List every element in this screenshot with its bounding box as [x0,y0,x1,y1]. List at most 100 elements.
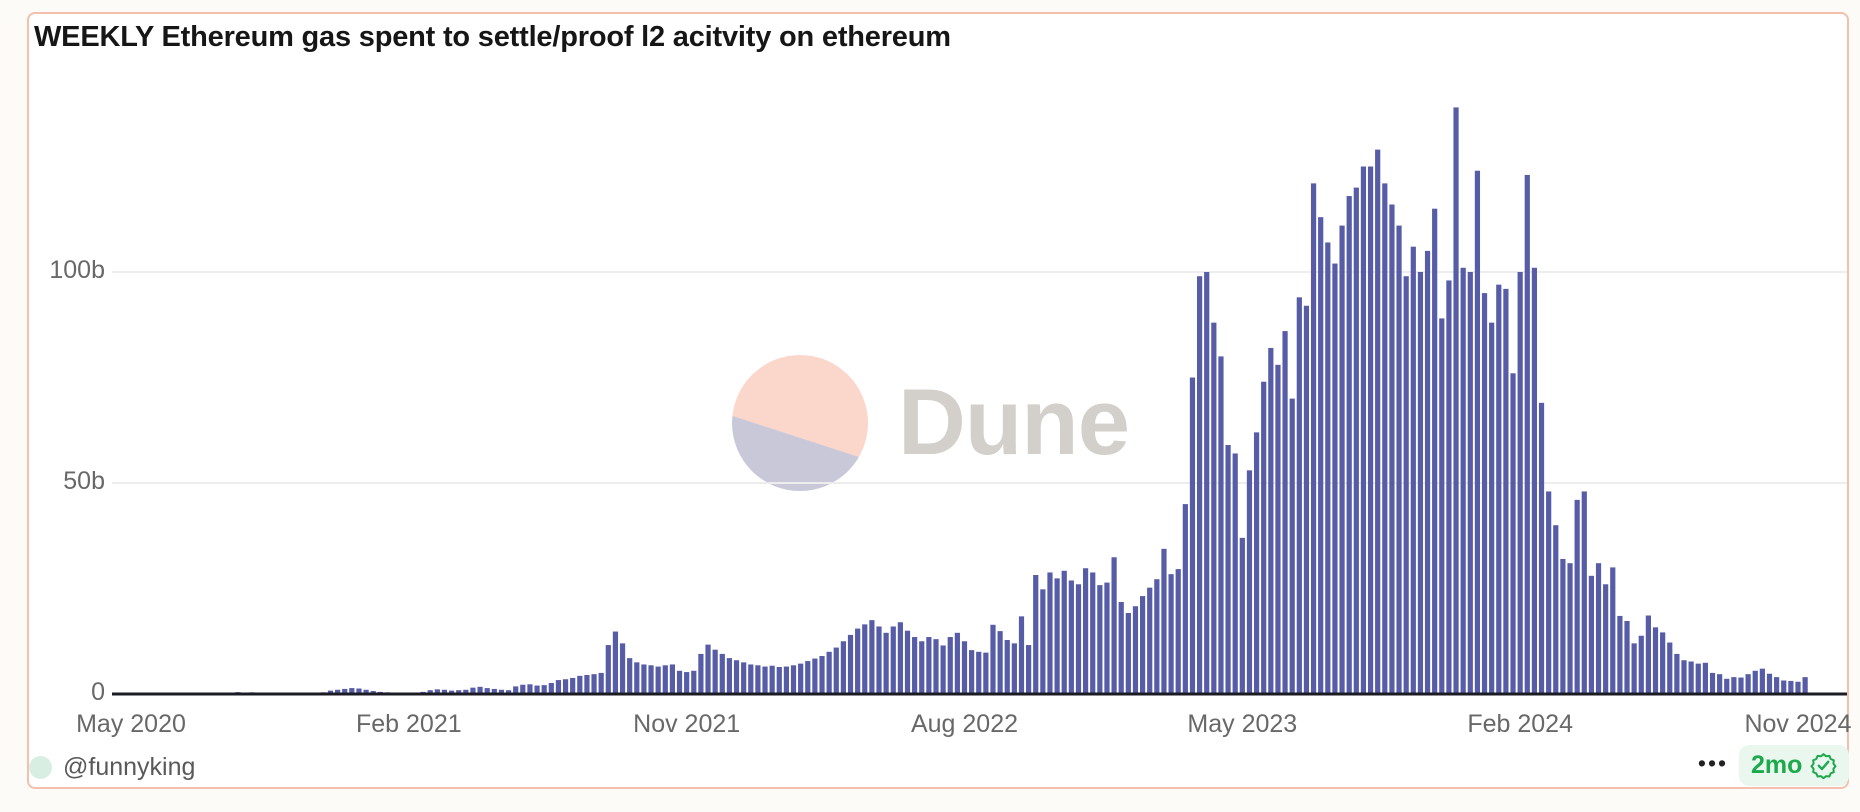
bar[interactable] [562,679,569,694]
bar[interactable] [456,690,462,694]
bar[interactable] [669,664,676,694]
bar[interactable] [1325,242,1331,694]
bar[interactable] [1503,288,1509,694]
bar[interactable] [990,624,996,694]
bar[interactable] [541,685,547,694]
bar[interactable] [491,688,497,694]
bar[interactable] [356,688,362,694]
bar[interactable] [1795,681,1801,694]
bar[interactable] [612,631,619,694]
bar[interactable] [470,687,476,694]
bar[interactable] [1261,381,1267,694]
bar[interactable] [619,643,626,694]
bar[interactable] [762,666,768,694]
bar[interactable] [954,632,960,694]
bar[interactable] [513,686,519,694]
bar[interactable] [897,622,903,694]
bar[interactable] [1090,572,1096,694]
bar[interactable] [1318,217,1324,694]
bar[interactable] [676,670,683,694]
bar[interactable] [1004,639,1010,694]
bar[interactable] [698,653,704,694]
bar[interactable] [997,631,1003,694]
bar[interactable] [634,662,640,694]
bar[interactable] [1432,208,1438,694]
bar[interactable] [1139,596,1146,694]
bar[interactable] [1660,632,1666,694]
bar[interactable] [1738,677,1744,694]
bar[interactable] [919,641,925,694]
bar[interactable] [441,689,448,694]
bar[interactable] [741,662,747,694]
bar[interactable] [1781,680,1787,695]
bar[interactable] [1481,293,1488,694]
bar[interactable] [627,658,633,694]
bar[interactable] [1581,491,1587,694]
bar[interactable] [463,689,469,694]
bar[interactable] [1624,620,1630,694]
bar[interactable] [726,658,733,694]
bar[interactable] [1695,663,1701,694]
bar[interactable] [1033,575,1039,694]
bar[interactable] [1553,525,1559,694]
bar[interactable] [1510,373,1516,694]
bar[interactable] [983,652,989,694]
bar[interactable] [1147,587,1153,694]
bar[interactable] [534,685,540,694]
bar[interactable] [1517,272,1523,694]
bar[interactable] [527,684,533,694]
bar[interactable] [1774,677,1780,694]
bar[interactable] [1588,575,1594,694]
bar[interactable] [1204,272,1210,694]
bar[interactable] [1104,582,1110,694]
bar[interactable] [1026,645,1032,694]
bar[interactable] [334,689,341,694]
bar[interactable] [1467,272,1473,694]
bar[interactable] [819,656,825,694]
bar[interactable] [1546,491,1552,694]
bar[interactable] [1631,643,1637,694]
bar[interactable] [1603,584,1609,694]
bar[interactable] [1239,537,1245,694]
bar[interactable] [1246,470,1253,694]
bar[interactable] [755,665,761,694]
bar[interactable] [1460,267,1466,694]
bar[interactable] [1118,602,1124,694]
bar[interactable] [641,664,647,694]
bar[interactable] [1360,166,1367,695]
bar[interactable] [783,666,789,694]
author-handle[interactable]: @funnyking [63,753,196,781]
bar[interactable] [719,653,725,694]
bar[interactable] [1745,674,1751,694]
bar[interactable] [584,675,590,694]
bar[interactable] [933,639,939,694]
bar[interactable] [1061,570,1067,694]
bar[interactable] [1132,606,1139,694]
bar[interactable] [1353,187,1359,694]
bar[interactable] [1759,668,1765,694]
bar[interactable] [1802,677,1808,694]
bar[interactable] [1652,627,1659,694]
bar[interactable] [869,620,875,694]
bar-chart[interactable] [0,0,1860,745]
bar[interactable] [904,630,911,694]
bar[interactable] [1574,499,1580,694]
bar[interactable] [1496,284,1502,694]
bar[interactable] [1332,263,1338,694]
bar[interactable] [1154,579,1160,694]
bar[interactable] [712,649,718,694]
bar[interactable] [1788,680,1794,694]
bar[interactable] [876,626,882,694]
bar[interactable] [555,680,562,694]
bar[interactable] [926,637,932,694]
bar[interactable] [1068,580,1074,694]
bar[interactable] [1531,267,1538,694]
bar[interactable] [812,658,818,694]
bar[interactable] [505,690,512,694]
bar[interactable] [1389,204,1395,695]
bar[interactable] [342,688,348,694]
bar[interactable] [1054,578,1060,694]
bar[interactable] [1253,432,1260,694]
bar[interactable] [1168,574,1174,694]
bar[interactable] [662,665,668,694]
